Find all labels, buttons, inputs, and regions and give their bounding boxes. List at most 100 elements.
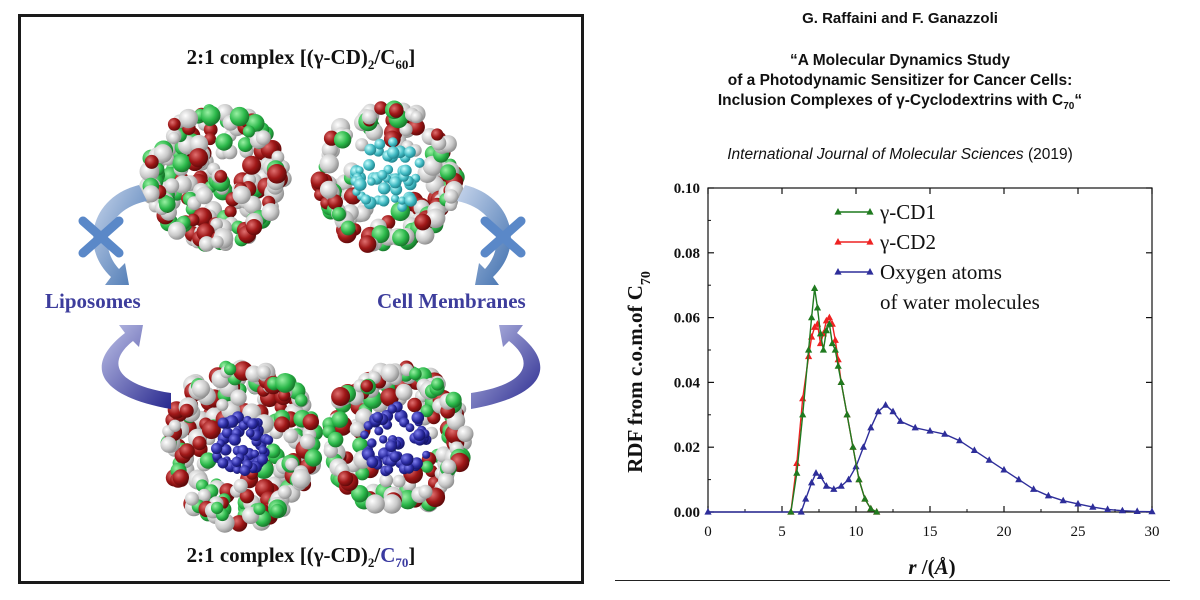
data-point-series-3 [956,436,964,444]
data-point-series-3 [1015,475,1023,483]
x-axis-label: r /(Å) [908,555,955,579]
x-tick-label: 5 [778,524,786,540]
legend-label-continued: of water molecules [880,290,1040,314]
data-point-series-3 [816,472,825,479]
data-point-series-3 [859,443,867,450]
data-point-series-1 [816,329,825,337]
data-point-series-3 [889,407,897,415]
data-point-series-1 [808,313,816,321]
rdf-chart: 0 5 10 15 20 25 30 0.00 0.02 0.04 0.06 0.08 0.10 γ-C… [623,181,1160,579]
data-point-series-3 [845,475,853,483]
data-point-series-1 [867,504,875,512]
legend-marker [834,268,842,275]
data-point-series-3 [1089,503,1097,510]
data-point-series-3 [911,423,919,431]
data-point-series-2 [825,313,833,321]
data-point-series-1 [861,495,869,502]
blocked-x-icon-right [480,216,526,258]
data-point-series-3 [802,495,810,502]
allowed-arrow-left [101,325,171,409]
data-point-series-1 [813,303,822,311]
data-point-series-3 [704,508,712,515]
y-tick-label: 0.06 [674,311,701,327]
data-point-series-3 [797,508,805,515]
series-line-3 [708,404,1153,513]
data-point-series-1 [805,346,813,353]
cyclodextrin-molecules [139,100,474,533]
legend-label: γ-CD1 [879,200,936,224]
data-point-series-3 [837,482,845,489]
y-tick-label: 0.02 [674,440,700,456]
series-line-1 [790,288,878,513]
data-point-series-1 [799,410,807,418]
chart-legend: γ-CD1 γ-CD2 Oxygen atoms of water molecules [834,200,1040,314]
legend-marker [866,208,874,215]
data-point-series-1 [822,326,830,334]
data-point-series-3 [812,469,820,476]
data-point-series-2 [834,355,842,363]
data-point-series-2 [793,459,801,466]
blocked-arrow-left [93,185,147,285]
data-point-series-3 [896,417,904,424]
y-tick-label: 0.08 [674,246,700,262]
data-point-series-1 [849,443,857,450]
data-point-series-3 [1044,491,1052,499]
data-point-series-3 [1104,505,1112,512]
y-tick-label: 0.04 [674,375,701,391]
molecular-models-illustration [78,100,541,533]
legend-label: γ-CD2 [879,230,936,254]
data-point-series-3 [1000,465,1008,473]
y-tick-label: 0.00 [674,505,700,521]
graphical-abstract-panel: 2:1 complex [(γ-CD)2/C60] 2:1 complex [(… [18,14,584,584]
data-point-series-1 [873,508,881,515]
data-point-series-3 [1074,499,1082,507]
journal-year: (2019) [1027,146,1073,163]
data-point-series-3 [882,401,890,408]
data-point-series-3 [985,456,993,463]
journal-name: International Journal of Molecular Scien… [727,146,1024,163]
y-tick-label: 0.10 [674,181,700,197]
paper-title: “A Molecular Dynamics Study of a Photody… [605,51,1195,117]
top-complex-title: 2:1 complex [(γ-CD)2/C60] [186,45,416,73]
molecule-c70-top-view [322,360,474,514]
cell-membranes-label: Cell Membranes [377,289,526,313]
data-point-series-3 [1148,507,1156,515]
data-point-series-1 [834,362,842,369]
bottom-rule [615,580,1170,581]
paper-title-line1: “A Molecular Dynamics Study [790,52,1010,69]
data-point-series-1 [811,284,819,291]
data-point-series-3 [1133,507,1141,514]
legend-marker [866,268,874,275]
data-point-series-1 [793,469,801,476]
blocked-arrow-right [457,185,511,285]
molecule-c60-side-view [139,104,292,252]
data-point-series-3 [822,482,830,489]
paper-journal: International Journal of Molecular Scien… [605,146,1195,164]
data-point-series-1 [837,378,845,385]
data-point-series-1 [828,339,836,347]
data-point-series-1 [825,320,833,327]
chart-axes: 0 5 10 15 20 25 30 0.00 0.02 0.04 0.06 0.08 0.10 [674,181,1160,540]
x-tick-label: 30 [1145,524,1160,540]
data-point-series-1 [843,410,851,418]
x-tick-label: 25 [1071,524,1086,540]
data-point-series-3 [1030,485,1038,492]
data-point-series-3 [1118,506,1126,514]
legend-marker [866,238,874,245]
data-point-series-3 [941,430,949,437]
x-tick-label: 15 [923,524,938,540]
paper-title-line3: Inclusion Complexes of γ-Cyclodextrins w… [717,92,1083,113]
paper-authors: G. Raffaini and F. Ganazzoli [802,10,998,27]
data-point-series-3 [874,407,882,415]
molecule-c60-top-view [310,100,465,253]
liposomes-label: Liposomes [45,289,141,313]
data-point-series-3 [926,427,934,434]
data-point-series-3 [830,485,838,492]
x-tick-label: 0 [704,524,712,540]
data-point-series-1 [855,475,863,483]
paper-title-line2: of a Photodynamic Sensitizer for Cancer … [727,72,1073,89]
allowed-arrow-right [471,325,541,409]
data-point-series-3 [970,446,978,453]
legend-marker [834,238,842,245]
data-point-series-1 [787,508,795,515]
